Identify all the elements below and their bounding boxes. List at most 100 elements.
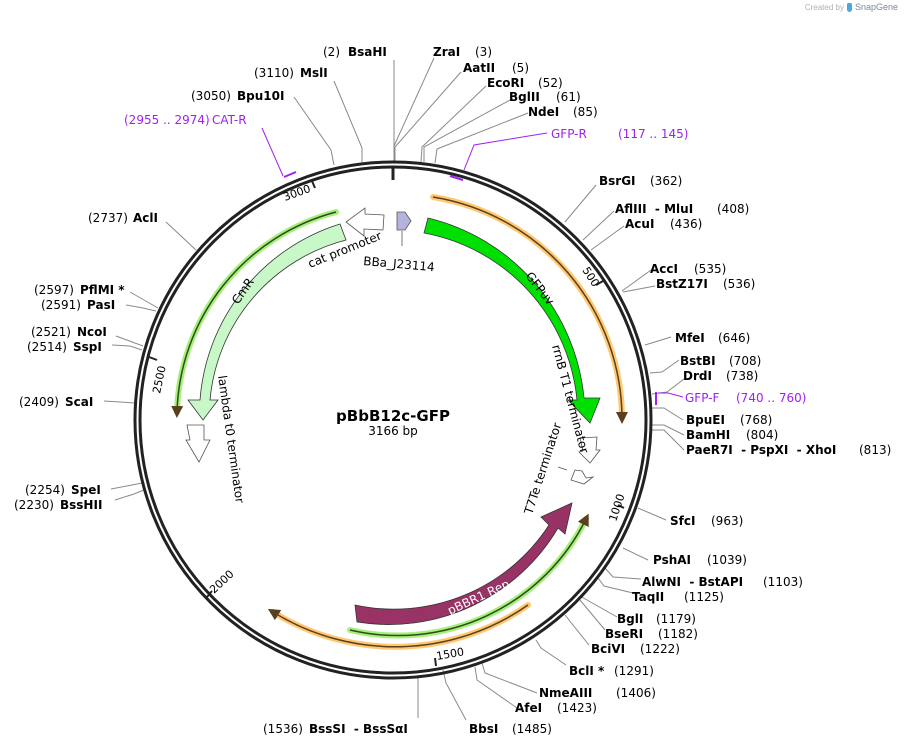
map-label: (708) xyxy=(729,354,761,368)
enzyme-alwni-bstapi: AlwNI - BstAPI xyxy=(642,575,743,589)
map-graphic xyxy=(597,577,634,594)
map-graphic xyxy=(125,304,157,312)
map-label: (1222) xyxy=(640,642,680,656)
primer-marks xyxy=(261,127,684,405)
map-graphic xyxy=(617,504,625,509)
enzyme-pflmi: PflMI * xyxy=(80,283,125,297)
map-label: (1485) xyxy=(512,722,552,736)
enzyme-pasi: PasI xyxy=(87,298,115,312)
map-graphic xyxy=(564,614,590,646)
map-label: (2521) xyxy=(31,325,71,339)
map-graphic xyxy=(621,269,652,292)
map-graphic xyxy=(535,639,567,666)
map-graphic xyxy=(557,466,568,471)
map-label: (3050) xyxy=(191,89,231,103)
map-graphic xyxy=(103,400,136,404)
map-graphic xyxy=(637,507,667,521)
map-graphic xyxy=(651,378,685,395)
plasmid-name: pBbB12c-GFP xyxy=(336,407,450,425)
primer-gfp-r-name: GFP-R xyxy=(551,127,587,141)
map-label: (804) xyxy=(746,428,778,442)
enzyme-bgli: BglI xyxy=(617,612,643,626)
map-graphic xyxy=(604,567,642,580)
enzyme-bcli: BclI * xyxy=(569,664,605,678)
primer-cat-r-name: CAT-R xyxy=(212,113,247,127)
primer-gfp-r-range: (117 .. 145) xyxy=(618,127,688,141)
map-graphic xyxy=(261,127,284,177)
map-graphic xyxy=(579,595,618,618)
map-label: (5) xyxy=(512,61,529,75)
feature-pbbr1-rep[interactable]: pBBR1 Rep xyxy=(354,502,573,625)
map-graphic xyxy=(474,666,518,709)
map-label: (436) xyxy=(670,217,702,231)
map-label: (813) xyxy=(859,443,891,457)
map-graphic xyxy=(423,217,601,424)
map-label: (2) xyxy=(323,45,340,59)
enzyme-bsssi-bsssai: BssSI - BssSαI xyxy=(309,722,408,736)
map-label: T7Te terminator xyxy=(521,421,564,517)
enzyme-ndei: NdeI xyxy=(528,105,559,119)
map-graphic xyxy=(111,344,143,351)
enzyme-bseri: BseRI xyxy=(605,627,643,641)
map-label: (738) xyxy=(726,369,758,383)
map-graphic xyxy=(115,335,144,347)
map-label: 2500 xyxy=(150,365,169,395)
map-label: (52) xyxy=(538,76,563,90)
map-graphic xyxy=(333,80,363,162)
map-label: (2230) xyxy=(14,498,54,512)
backbone xyxy=(133,160,653,680)
map-label: (1423) xyxy=(557,701,597,715)
map-graphic xyxy=(206,590,213,598)
map-graphic xyxy=(311,180,316,189)
orf-arcs xyxy=(171,194,628,650)
enzyme-bsshii: BssHII xyxy=(60,498,102,512)
feature-lambda-t0-terminator[interactable]: lambda t0 terminator xyxy=(185,374,247,504)
map-graphic xyxy=(133,160,653,680)
credit-brand: SnapGene xyxy=(854,2,898,12)
map-label: (536) xyxy=(723,277,755,291)
map-graphic xyxy=(396,211,412,231)
map-graphic xyxy=(267,604,529,648)
map-label: (646) xyxy=(718,331,750,345)
enzyme-bglii: BglII xyxy=(509,90,540,104)
map-label: (1406) xyxy=(616,686,656,700)
map-graphic xyxy=(595,280,604,286)
map-label: 500 xyxy=(579,265,601,290)
enzyme-bsrgi: BsrGI xyxy=(599,174,636,188)
enzyme-bbsi: BbsI xyxy=(469,722,498,736)
map-graphic xyxy=(434,657,437,667)
primer-gfp-f-range: (740 .. 760) xyxy=(736,391,806,405)
map-graphic xyxy=(423,99,511,162)
map-graphic xyxy=(658,392,684,398)
map-graphic xyxy=(110,482,143,490)
map-label: (2254) xyxy=(25,483,65,497)
enzyme-ecori: EcoRI xyxy=(487,76,524,90)
map-label: (1291) xyxy=(614,664,654,678)
leader-lines xyxy=(103,57,685,721)
map-label: (768) xyxy=(740,413,772,427)
enzyme-labels: (2) BsaHI ZraI (3) AatII (5) EcoRI (52) … xyxy=(14,45,891,736)
map-label: (3110) xyxy=(254,66,294,80)
enzyme-taqii: TaqII xyxy=(632,590,664,604)
enzyme-bcivi: BciVI xyxy=(591,642,625,656)
map-graphic xyxy=(394,71,462,162)
map-graphic xyxy=(622,547,649,561)
map-label: BBa_J23114 xyxy=(363,254,435,274)
plasmid-length: 3166 bp xyxy=(368,424,418,438)
map-graphic xyxy=(570,469,595,485)
map-label: (1179) xyxy=(656,612,696,626)
enzyme-pshai: PshAI xyxy=(653,553,691,567)
map-graphic xyxy=(481,662,538,694)
snapgene-logo-icon xyxy=(846,2,852,12)
map-graphic xyxy=(187,223,347,421)
map-label: lambda t0 terminator xyxy=(215,374,247,503)
map-graphic xyxy=(345,207,385,237)
map-graphic xyxy=(651,429,685,451)
map-label: (85) xyxy=(573,105,598,119)
map-graphic xyxy=(171,211,337,418)
enzyme-acli: AclI xyxy=(133,211,158,225)
enzyme-acci: AccI xyxy=(650,262,678,276)
enzyme-bstbi: BstBI xyxy=(680,354,716,368)
map-graphic xyxy=(165,221,197,251)
feature-bba-j23114[interactable]: BBa_J23114 xyxy=(363,211,435,274)
